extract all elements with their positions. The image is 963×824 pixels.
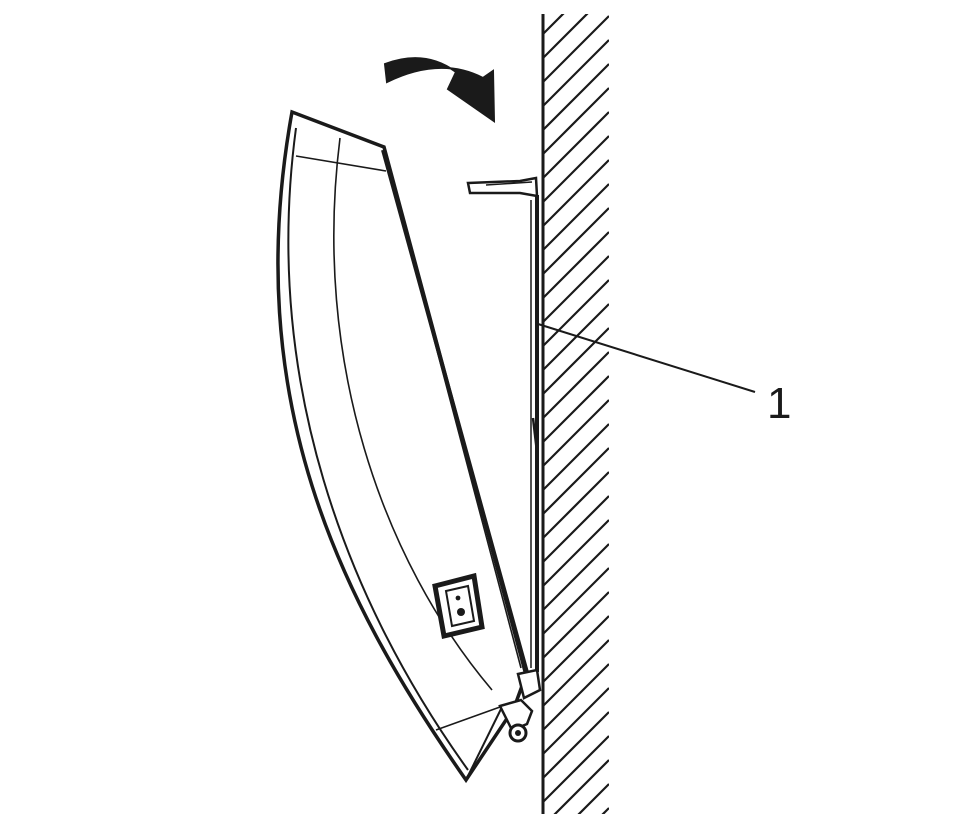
hatch-line	[543, 14, 589, 59]
hatch-line	[543, 495, 609, 563]
hatch-line	[543, 375, 609, 443]
hatch-line	[543, 183, 609, 251]
callout-1: 1	[537, 323, 791, 428]
hatch-line	[543, 0, 609, 10]
hatch-line	[543, 14, 565, 35]
mounting-plate	[466, 176, 539, 672]
hatch-line	[543, 711, 609, 779]
hatch-line	[543, 471, 609, 539]
callout-leader-line	[537, 323, 756, 393]
hatch-line	[577, 783, 609, 814]
hatch-line	[543, 207, 609, 275]
hatch-line	[543, 687, 609, 755]
hatch-line	[543, 735, 609, 803]
hatch-line	[543, 255, 609, 323]
hatch-line	[543, 615, 609, 683]
hatch-line	[543, 327, 609, 395]
callout-label: 1	[767, 379, 791, 428]
hatch-line	[543, 15, 609, 83]
hatch-line	[543, 591, 609, 659]
switch-icon	[432, 572, 485, 640]
hatch-line	[543, 543, 609, 611]
hatch-line	[543, 519, 609, 587]
hatch-line	[543, 399, 609, 467]
hatch-line	[601, 807, 609, 814]
wall-hatching	[543, 0, 609, 814]
wall	[541, 0, 609, 814]
hatch-line	[543, 279, 609, 347]
hatch-line	[543, 303, 609, 371]
hatch-line	[543, 423, 609, 491]
hatch-line	[543, 39, 609, 107]
hatch-line	[543, 135, 609, 203]
hatch-line	[543, 159, 609, 227]
hatch-line	[543, 87, 609, 155]
hatch-line	[543, 111, 609, 179]
hatch-line	[543, 567, 609, 635]
hatch-line	[543, 639, 609, 707]
rotation-arrow-icon	[383, 57, 496, 123]
screw-icon	[508, 723, 528, 743]
hatch-line	[543, 231, 609, 299]
indoor-unit	[276, 109, 542, 784]
hatch-line	[543, 447, 609, 515]
hatch-line	[543, 63, 609, 131]
hatch-line	[553, 759, 609, 814]
hatch-line	[543, 351, 609, 419]
hatch-line	[543, 663, 609, 731]
